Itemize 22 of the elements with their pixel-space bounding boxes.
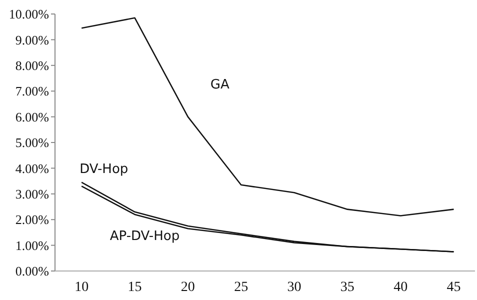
y-tick-label: 0.00% [15,264,50,279]
x-tick-label: 20 [180,280,195,295]
y-tick-label: 7.00% [15,84,50,99]
x-tick-label: 35 [340,280,354,295]
x-tick-label: 25 [234,280,248,295]
y-tick-label: 6.00% [15,109,50,124]
y-tick-label: 8.00% [15,58,50,73]
y-tick-label: 3.00% [15,186,50,202]
series-label: DV-Hop [80,162,128,177]
series-label: AP-DV-Hop [110,229,180,244]
x-tick-label: 45 [446,280,461,295]
x-tick-label: 15 [128,280,142,295]
y-tick-label: 9.00% [15,32,50,48]
x-tick-label: 10 [74,280,89,295]
y-tick-label: 1.00% [15,238,50,253]
x-tick-label: 40 [394,280,408,295]
y-tick-label: 2.00% [15,212,50,228]
y-tick-label: 5.00% [15,135,50,150]
x-tick-label: 30 [287,280,302,295]
y-tick-label: 10.00% [8,6,50,22]
text: GA [210,77,230,92]
y-tick-label: 4.00% [15,160,50,176]
